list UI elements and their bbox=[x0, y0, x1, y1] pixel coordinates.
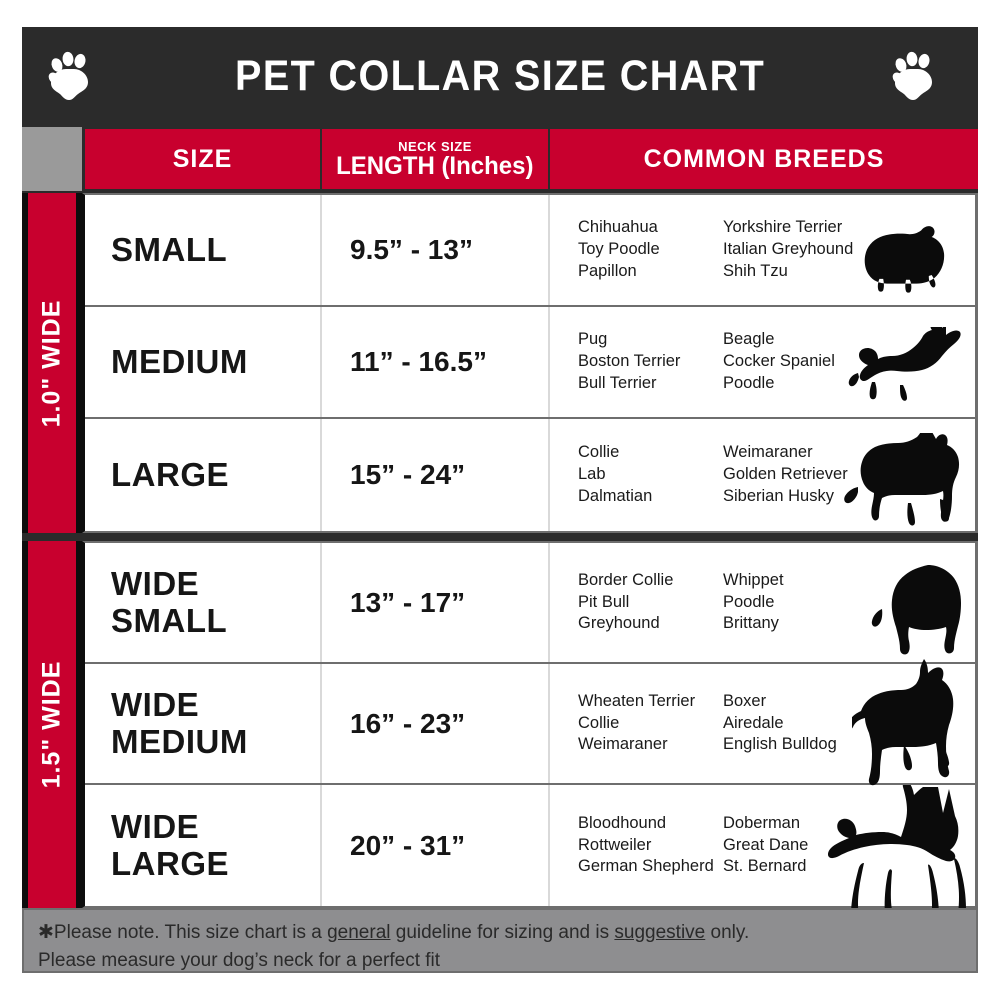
breed-column-1: Pug Boston Terrier Bull Terrier bbox=[578, 330, 681, 392]
footer-line-1: ✱Please note. This size chart is a gener… bbox=[38, 919, 962, 947]
band-text: 1.0" WIDE bbox=[37, 299, 66, 427]
cell-size: WIDE LARGE bbox=[85, 785, 322, 906]
cell-length: 15” - 24” bbox=[322, 419, 550, 531]
table-row: SMALL 9.5” - 13” Chihuahua Toy Poodle Pa… bbox=[85, 195, 975, 307]
breed-column-1: Bloodhound Rottweiler German Shepherd bbox=[578, 813, 714, 876]
paw-icon-left bbox=[44, 49, 96, 101]
cell-size: WIDE SMALL bbox=[85, 543, 322, 662]
table-body: 1.0" WIDE SMALL 9.5” - 13” Chihuahua Toy… bbox=[22, 193, 978, 908]
breed-column-1: Border Collie Pit Bull Greyhound bbox=[578, 570, 674, 633]
breed-column-1: Collie Lab Dalmatian bbox=[578, 443, 653, 505]
footer-text-b: guideline for sizing and is bbox=[390, 922, 615, 943]
footer-underline-suggestive: suggestive bbox=[614, 922, 706, 943]
table-row: LARGE 15” - 24” Collie Lab Dalmatian Wei… bbox=[85, 419, 975, 531]
table-row: WIDE MEDIUM 16” - 23” Wheaten Terrier Co… bbox=[85, 664, 975, 785]
breed-column-2: Doberman Great Dane St. Bernard bbox=[723, 813, 809, 876]
cell-breeds: Border Collie Pit Bull Greyhound Whippet… bbox=[550, 543, 975, 662]
breed-column-1: Wheaten Terrier Collie Weimaraner bbox=[578, 691, 696, 754]
footer-underline-general: general bbox=[327, 922, 391, 943]
group-band-label-2: 1.5" WIDE bbox=[22, 541, 82, 908]
group-divider bbox=[22, 533, 978, 541]
cell-breeds: Collie Lab Dalmatian Weimaraner Golden R… bbox=[550, 419, 975, 531]
column-header-common-breeds: COMMON BREEDS bbox=[550, 129, 978, 189]
cell-size: LARGE bbox=[85, 419, 322, 531]
cell-breeds: Chihuahua Toy Poodle Papillon Yorkshire … bbox=[550, 195, 975, 305]
table-row: WIDE LARGE 20” - 31” Bloodhound Rottweil… bbox=[85, 785, 975, 906]
band-text: 1.5" WIDE bbox=[37, 660, 66, 789]
cell-breeds: Pug Boston Terrier Bull Terrier Beagle C… bbox=[550, 307, 975, 417]
column-header-neck-size: NECK SIZE bbox=[398, 138, 472, 154]
table-header-row: SIZE NECK SIZE LENGTH (Inches) COMMON BR… bbox=[22, 125, 978, 193]
chart-title-bar: PET COLLAR SIZE CHART bbox=[22, 27, 978, 125]
breed-column-1: Chihuahua Toy Poodle Papillon bbox=[578, 218, 660, 280]
cell-length: 20” - 31” bbox=[322, 785, 550, 906]
footer-text-a: ✱Please note. This size chart is a bbox=[38, 922, 328, 943]
group-band-label-1: 1.0" WIDE bbox=[22, 193, 82, 533]
cell-size: SMALL bbox=[85, 195, 322, 305]
footer-text-c: only. bbox=[705, 922, 750, 943]
table-row: WIDE SMALL 13” - 17” Border Collie Pit B… bbox=[85, 543, 975, 664]
table-row: MEDIUM 11” - 16.5” Pug Boston Terrier Bu… bbox=[85, 307, 975, 419]
breed-column-2: Beagle Cocker Spaniel Poodle bbox=[723, 330, 835, 392]
cell-length: 11” - 16.5” bbox=[322, 307, 550, 417]
page-title: PET COLLAR SIZE CHART bbox=[234, 51, 766, 100]
footer-note: ✱Please note. This size chart is a gener… bbox=[22, 908, 978, 973]
breed-column-2: Yorkshire Terrier Italian Greyhound Shih… bbox=[723, 218, 854, 280]
cell-size: WIDE MEDIUM bbox=[85, 664, 322, 783]
footer-line-2: Please measure your dog’s neck for a per… bbox=[38, 949, 441, 971]
size-group-1-0-wide: 1.0" WIDE SMALL 9.5” - 13” Chihuahua Toy… bbox=[22, 193, 978, 533]
cell-breeds: Wheaten Terrier Collie Weimaraner Boxer … bbox=[550, 664, 975, 783]
cell-breeds: Bloodhound Rottweiler German Shepherd Do… bbox=[550, 785, 975, 906]
pet-collar-size-chart: PET COLLAR SIZE CHART SIZE NECK SIZE LEN… bbox=[22, 27, 978, 973]
column-header-length-inches: LENGTH (Inches) bbox=[336, 151, 534, 180]
column-header-size: SIZE bbox=[85, 129, 320, 189]
cell-length: 16” - 23” bbox=[322, 664, 550, 783]
header-corner-cell bbox=[22, 127, 82, 191]
cell-size: MEDIUM bbox=[85, 307, 322, 417]
column-header-length: NECK SIZE LENGTH (Inches) bbox=[322, 129, 548, 189]
cell-length: 9.5” - 13” bbox=[322, 195, 550, 305]
breed-column-2: Whippet Poodle Brittany bbox=[723, 570, 784, 633]
paw-icon-right bbox=[888, 49, 940, 101]
size-group-1-5-wide: 1.5" WIDE WIDE SMALL 13” - 17” Border Co… bbox=[22, 541, 978, 908]
breed-column-2: Boxer Airedale English Bulldog bbox=[723, 691, 837, 754]
cell-length: 13” - 17” bbox=[322, 543, 550, 662]
breed-column-2: Weimaraner Golden Retriever Siberian Hus… bbox=[723, 443, 848, 505]
